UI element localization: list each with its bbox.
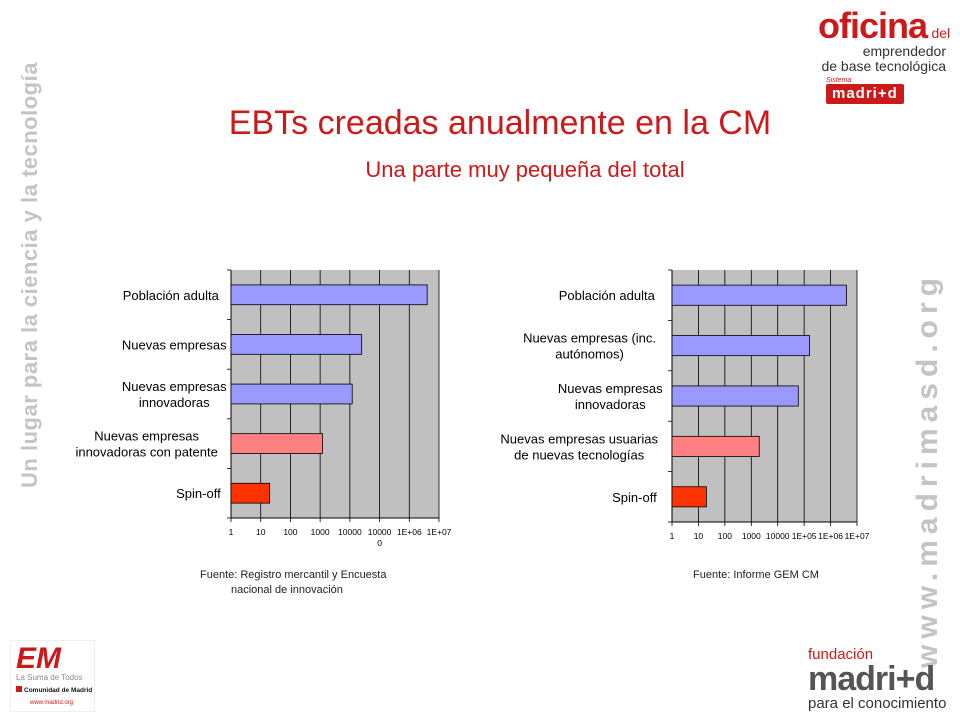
oficina-badge-caption: Sistema: [826, 77, 852, 84]
bar: [671, 385, 799, 407]
bar: [671, 335, 810, 357]
source-chart-1-line1: Fuente: Registro mercantil y Encuesta: [200, 569, 387, 581]
x-tick-label: 1E+06: [397, 527, 422, 537]
cm-url: www.madrid.org: [29, 700, 73, 706]
x-tick-label: 1E+06: [818, 531, 843, 541]
x-tick-label: 100: [718, 531, 732, 541]
bar: [230, 334, 363, 355]
x-tick-label: 1E+07: [845, 531, 870, 541]
fundacion-line3: para el conocimiento: [808, 695, 947, 712]
x-tick-label: 1: [670, 531, 675, 541]
bar: [230, 482, 271, 504]
fundacion-line2: madri+d: [808, 660, 935, 698]
svg-text:EM: EM: [16, 642, 62, 675]
oficina-logo-line2: de base tecnológica: [821, 58, 946, 74]
cm-line2: Comunidad de Madrid: [24, 687, 92, 694]
category-label: Nuevas empresas innovadoras con patente: [75, 429, 217, 460]
category-label: Nuevas empresas (inc. autónomos): [523, 331, 656, 362]
x-tick-label: 10000: [338, 527, 362, 537]
slide-title: EBTs creadas anualmente en la CM: [228, 104, 772, 142]
category-label: Nuevas empresas innovadoras: [122, 379, 227, 410]
bar: [671, 284, 847, 306]
x-tick-label: 10: [256, 527, 266, 537]
madrid-badge: madri+d: [826, 84, 904, 104]
category-label: Spin-off: [612, 490, 657, 505]
cm-line1: La Suma de Todos: [16, 673, 83, 682]
x-tick-label: 10000: [766, 531, 790, 541]
source-chart-2-line1: Fuente: Informe GEM CM: [693, 569, 819, 581]
oficina-logo-main: oficina: [818, 5, 928, 46]
category-label: Nuevas empresas: [122, 337, 227, 352]
x-tick-label: 100: [283, 527, 297, 537]
bar: [230, 383, 353, 405]
comunidad-madrid-emblem-icon: EM La Suma de Todos Comunidad de Madrid …: [9, 639, 96, 713]
oficina-logo-line1: emprendedor: [862, 43, 946, 59]
bar: [671, 435, 760, 457]
bar: [671, 486, 707, 508]
bar: [230, 433, 323, 454]
category-label: Población adulta: [123, 288, 220, 303]
category-label: Población adulta: [559, 288, 656, 303]
slide-subtitle: Una parte muy pequeña del total: [365, 157, 685, 182]
x-tick-label: 1E+05: [792, 531, 817, 541]
source-chart-2: Fuente: Informe GEM CM: [693, 568, 893, 583]
category-label: Nuevas empresas innovadoras: [558, 381, 663, 412]
bar: [230, 284, 428, 306]
x-tick-label: 10: [694, 531, 704, 541]
x-tick-label: 1000: [742, 531, 761, 541]
source-chart-1: Fuente: Registro mercantil y Encuesta na…: [200, 568, 460, 598]
x-tick-label: 1: [229, 527, 234, 537]
oficina-logo-del: del: [931, 25, 951, 41]
x-tick-label: 1E+07: [427, 527, 452, 537]
source-chart-1-line2: nacional de innovación: [231, 584, 343, 596]
x-tick-label: 10000 0: [368, 527, 392, 548]
category-label: Spin-off: [176, 486, 221, 501]
x-tick-label: 1000: [311, 527, 330, 537]
oficina-logo: oficina del emprendedor de base tecnológ…: [818, 8, 958, 104]
category-label: Nuevas empresas usuarias de nuevas tecnol…: [500, 431, 658, 462]
comunidad-madrid-logo: EM La Suma de Todos Comunidad de Madrid …: [9, 639, 96, 713]
fundacion-line1: fundación: [808, 646, 874, 663]
fundacion-madrid-logo: fundación madri+d para el conocimiento: [808, 646, 948, 712]
